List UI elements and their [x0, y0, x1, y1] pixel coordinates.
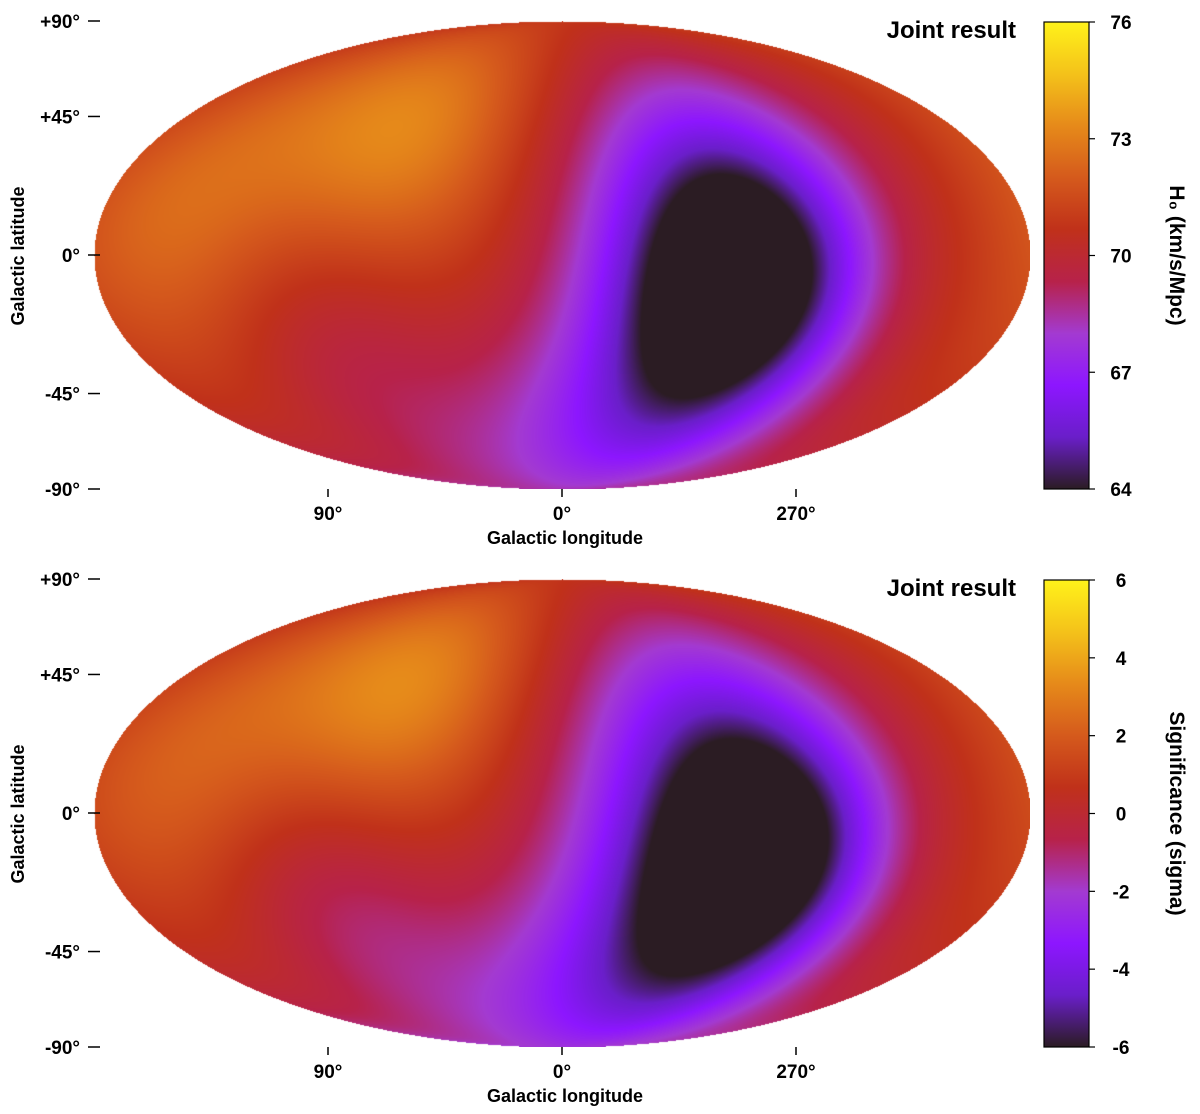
y-axis-label: Galactic latitude [8, 186, 28, 325]
panel-significance: +90° +45° 0° -45° -90° 90° 0° 270° Galactic long… [0, 558, 1200, 1114]
y-tick-label: +45° [40, 107, 80, 128]
x-tick-label: 0° [553, 1062, 571, 1083]
colorbar-label: H₀ (km/s/Mpc) [1165, 185, 1188, 325]
x-axis-label: Galactic longitude [487, 528, 643, 548]
y-tick-label: -90° [45, 1038, 80, 1059]
colorbar-label: Significance (sigma) [1165, 711, 1188, 915]
colorbar-tick-label: 67 [1110, 363, 1131, 384]
y-tick-label: +45° [40, 665, 80, 686]
colorbar-tick-label: -2 [1113, 882, 1130, 903]
colorbar-tick-label: 70 [1110, 247, 1131, 268]
x-tick-label: 270° [776, 1062, 815, 1083]
y-tick-label: -45° [45, 943, 80, 964]
y-tick-label: -90° [45, 480, 80, 501]
y-tick-label: +90° [40, 12, 80, 33]
x-tick-label: 270° [776, 504, 815, 525]
x-tick-label: 90° [314, 504, 343, 525]
y-tick-label: +90° [40, 570, 80, 591]
y-tick-label: 0° [62, 246, 80, 267]
colorbar [1043, 579, 1090, 1048]
colorbar-tick-label: -4 [1113, 960, 1130, 981]
y-tick-label: -45° [45, 385, 80, 406]
colorbar-tick-label: 73 [1110, 130, 1131, 151]
colorbar-tick-label: 4 [1116, 649, 1127, 670]
x-tick-label: 90° [314, 1062, 343, 1083]
y-tick-label: 0° [62, 804, 80, 825]
colorbar-tick-label: -6 [1113, 1038, 1130, 1059]
colorbar-tick-label: 0 [1116, 805, 1127, 826]
colorbar [1043, 21, 1090, 490]
sky-map [94, 579, 1030, 1047]
panel-h0: +90° +45° 0° -45° -90° 90° 0° 270° Galactic long… [0, 0, 1200, 556]
colorbar-tick-label: 2 [1116, 727, 1127, 748]
colorbar-tick-label: 76 [1110, 13, 1131, 34]
colorbar-tick-label: 6 [1116, 571, 1127, 592]
x-axis-label: Galactic longitude [487, 1086, 643, 1106]
sky-chart: +90° +45° 0° -45° -90° 90° 0° 270° Galactic long… [8, 570, 1188, 1106]
sky-map [94, 21, 1030, 489]
chart-title: Joint result [887, 17, 1016, 44]
colorbar-tick-label: 64 [1110, 480, 1132, 501]
x-tick-label: 0° [553, 504, 571, 525]
sky-chart: +90° +45° 0° -45° -90° 90° 0° 270° Galactic long… [8, 12, 1188, 548]
y-axis-label: Galactic latitude [8, 744, 28, 883]
chart-title: Joint result [887, 575, 1016, 602]
